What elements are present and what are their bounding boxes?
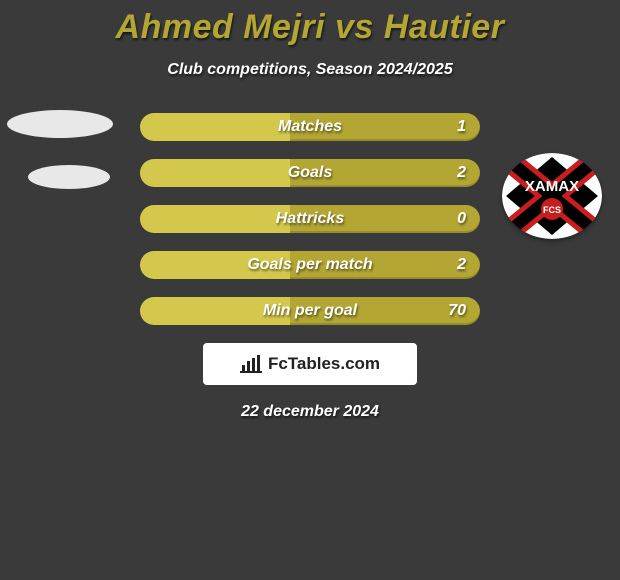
comparison-chart: XAMAX FCS Matches 1 Goals 2 Hattricks 0 … xyxy=(0,113,620,325)
stat-row-matches: Matches 1 xyxy=(140,113,480,141)
stat-label: Goals per match xyxy=(140,256,480,274)
stat-row-hattricks: Hattricks 0 xyxy=(140,205,480,233)
date-text: 22 december 2024 xyxy=(0,403,620,421)
stat-row-min-per-goal: Min per goal 70 xyxy=(140,297,480,325)
player1-placeholder-ellipse-2 xyxy=(28,165,110,189)
subtitle: Club competitions, Season 2024/2025 xyxy=(0,61,620,79)
stat-value: 2 xyxy=(457,164,466,182)
stat-bars: Matches 1 Goals 2 Hattricks 0 Goals per … xyxy=(140,113,480,325)
stat-row-goals: Goals 2 xyxy=(140,159,480,187)
club-badge-xamax: XAMAX FCS xyxy=(502,153,602,239)
stat-value: 1 xyxy=(457,118,466,136)
stat-label: Min per goal xyxy=(140,302,480,320)
stat-value: 70 xyxy=(448,302,466,320)
watermark-text: FcTables.com xyxy=(268,354,380,374)
stat-value: 2 xyxy=(457,256,466,274)
watermark: FcTables.com xyxy=(203,343,417,385)
page-title: Ahmed Mejri vs Hautier xyxy=(0,0,620,47)
barchart-icon xyxy=(240,355,262,373)
stat-label: Goals xyxy=(140,164,480,182)
svg-text:FCS: FCS xyxy=(543,205,561,215)
stat-label: Matches xyxy=(140,118,480,136)
player1-placeholder-ellipse-1 xyxy=(7,110,113,138)
stat-value: 0 xyxy=(457,210,466,228)
stat-row-goals-per-match: Goals per match 2 xyxy=(140,251,480,279)
svg-text:XAMAX: XAMAX xyxy=(525,178,579,195)
stat-label: Hattricks xyxy=(140,210,480,228)
